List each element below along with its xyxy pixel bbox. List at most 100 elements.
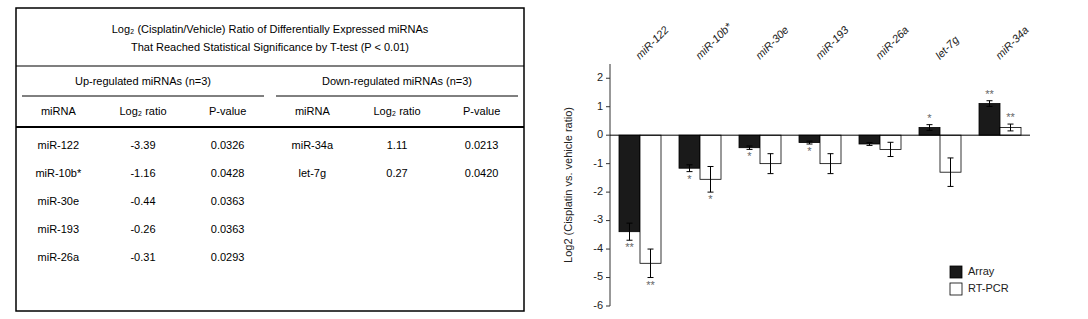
bar: [859, 135, 880, 144]
error-bar: [927, 125, 933, 131]
table-cell: 0.0420: [465, 167, 499, 179]
error-bar: [768, 154, 774, 174]
table-cell: miR-10b*: [35, 167, 82, 179]
y-tick-label: -4: [593, 242, 603, 254]
error-stem: [929, 125, 930, 131]
y-tick-label: -5: [593, 270, 603, 282]
section-rule: [276, 96, 518, 97]
category-label: miR-122: [633, 24, 671, 62]
table-cell: miR-30e: [38, 195, 80, 207]
error-cap: [948, 157, 954, 158]
error-bar: [1008, 124, 1014, 131]
bar: [679, 135, 700, 168]
bar: [799, 135, 820, 142]
table-cell: 0.0293: [211, 251, 245, 263]
table-cell: -1.16: [130, 167, 155, 179]
error-cap: [768, 153, 774, 154]
table-cell: -0.44: [130, 195, 155, 207]
column-header: P-value: [463, 105, 500, 117]
error-stem: [890, 142, 891, 156]
error-cap: [687, 164, 693, 165]
error-cap: [708, 166, 714, 167]
error-cap: [828, 173, 834, 174]
error-stem: [749, 146, 750, 149]
y-tick: [606, 220, 610, 221]
bar: [979, 104, 1000, 136]
legend-label: RT-PCR: [968, 282, 1009, 294]
table-cell: 0.0213: [465, 139, 499, 151]
error-cap: [867, 142, 873, 143]
error-bar: [747, 146, 753, 149]
y-tick-label: -3: [593, 213, 603, 225]
error-cap: [888, 156, 894, 157]
y-tick: [606, 106, 610, 107]
category-label: miR-10b*: [693, 20, 734, 61]
y-tick-label: 0: [597, 128, 603, 140]
significance-label: *: [708, 193, 713, 205]
column-header: P-value: [209, 105, 246, 117]
error-cap: [828, 153, 834, 154]
category-label: let-7g: [933, 33, 962, 62]
table-cell: 0.0363: [211, 223, 245, 235]
table-cell: 1.11: [387, 139, 408, 151]
table-subtitle: That Reached Statistical Significance by…: [131, 41, 409, 53]
error-stem: [629, 223, 630, 240]
error-stem: [689, 165, 690, 172]
error-bar: [888, 142, 894, 156]
bar: [619, 135, 640, 232]
y-tick-label: 2: [597, 71, 603, 83]
error-bar: [828, 154, 834, 174]
error-cap: [807, 141, 813, 142]
error-bar: [867, 143, 873, 146]
zero-line: [610, 135, 1030, 136]
significance-label: *: [687, 173, 692, 185]
y-axis-label: Log2 (Cisplatin vs. vehicle ratio): [562, 107, 574, 263]
table-cell: 0.27: [386, 167, 407, 179]
table-cell: miR-26a: [38, 251, 80, 263]
error-cap: [948, 186, 954, 187]
error-cap: [987, 106, 993, 107]
column-header: Log₂ ratio: [373, 105, 420, 117]
error-cap: [627, 223, 633, 224]
error-bar: [987, 101, 993, 107]
table-cell: 0.0428: [211, 167, 245, 179]
y-tick: [606, 135, 610, 136]
category-label: miR-193: [813, 23, 852, 62]
y-axis-line: [610, 64, 611, 306]
error-stem: [710, 166, 711, 192]
section-header: Down-regulated miRNAs (n=3): [322, 75, 472, 87]
table-cell: miR-34a: [292, 139, 334, 151]
bar-chart: -6-5-4-3-2-1012Log2 (Cisplatin vs. vehic…: [562, 20, 1031, 311]
table-cell: miR-193: [38, 223, 80, 235]
significance-label: *: [927, 112, 932, 124]
significance-label: **: [625, 241, 634, 253]
error-bar: [807, 141, 813, 144]
error-stem: [1010, 124, 1011, 131]
bar: [739, 135, 760, 148]
category-label: miR-34a: [993, 24, 1031, 62]
table-cell: -0.26: [130, 223, 155, 235]
table-border: [16, 8, 524, 311]
significance-label: *: [747, 150, 752, 162]
marks: [619, 101, 1021, 278]
error-cap: [987, 100, 993, 101]
error-bar: [708, 166, 714, 192]
significance-label: **: [646, 279, 655, 291]
table: Log₂ (Cisplatin/Vehicle) Ratio of Differ…: [16, 8, 524, 311]
error-bar: [627, 223, 633, 240]
significance-label: *: [807, 145, 812, 157]
error-cap: [888, 142, 894, 143]
error-stem: [770, 154, 771, 174]
table-rule: [16, 65, 524, 66]
error-stem: [650, 249, 651, 277]
significance-label: **: [1006, 111, 1015, 123]
column-header: Log₂ ratio: [119, 105, 166, 117]
y-tick-label: -1: [593, 157, 603, 169]
error-stem: [830, 154, 831, 174]
legend-swatch: [950, 266, 962, 278]
y-tick-label: -6: [593, 299, 603, 311]
table-cell: -0.31: [130, 251, 155, 263]
y-tick: [606, 163, 610, 164]
y-tick-label: 1: [597, 100, 603, 112]
y-tick: [606, 192, 610, 193]
